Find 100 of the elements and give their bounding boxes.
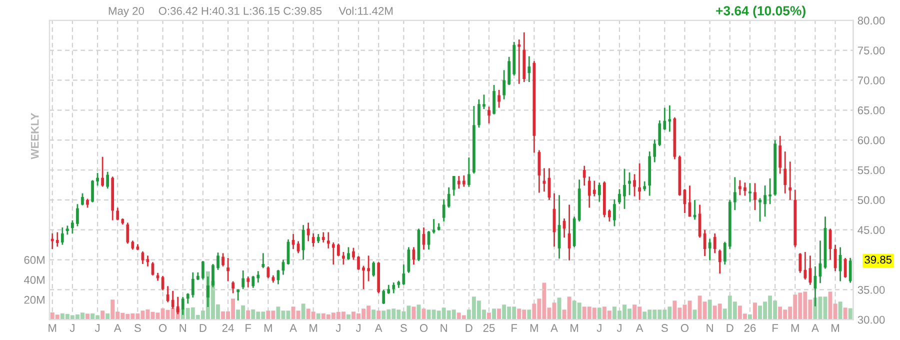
candlestick xyxy=(638,162,641,201)
candlestick xyxy=(191,272,194,298)
candlestick xyxy=(357,255,360,271)
candlestick xyxy=(201,260,204,280)
candlestick xyxy=(141,250,144,265)
candlestick xyxy=(628,172,631,196)
x-tick-label: M xyxy=(791,324,799,332)
candlestick xyxy=(633,173,636,198)
y-tick-label: 35.00 xyxy=(858,286,885,294)
candlestick xyxy=(216,252,220,271)
y-tick-label: 75.00 xyxy=(858,46,885,54)
x-tick-label: N xyxy=(706,324,713,332)
candlestick xyxy=(502,69,506,100)
text: WEEKLY xyxy=(31,112,39,160)
candlestick xyxy=(582,165,586,186)
candlestick xyxy=(482,94,486,110)
candlestick xyxy=(784,150,787,194)
candlestick xyxy=(367,254,370,282)
x-tick-label: D xyxy=(726,324,734,332)
candlestick xyxy=(758,197,762,222)
bar xyxy=(100,310,105,320)
candlestick xyxy=(336,242,340,257)
bar xyxy=(708,300,712,320)
x-tick-label: O xyxy=(420,324,428,332)
y-tick-label: 30.00 xyxy=(858,316,885,324)
bar xyxy=(376,310,381,320)
x-tick-label: N xyxy=(180,324,186,332)
bar xyxy=(86,314,90,320)
candlestick xyxy=(236,288,240,302)
y-tick-label: 60.00 xyxy=(858,136,885,144)
candlestick xyxy=(528,56,531,83)
candlestick xyxy=(653,138,656,163)
candlestick xyxy=(608,208,611,222)
candlestick xyxy=(242,270,245,290)
annotation: 39.85 xyxy=(864,256,892,264)
x-tick-label: J xyxy=(596,324,602,332)
x-tick-label: M xyxy=(570,324,578,332)
x-tick-label: S xyxy=(661,324,668,332)
candlestick xyxy=(768,178,772,205)
text: Vol:11.42M xyxy=(338,6,393,15)
y-tick-label: 80.00 xyxy=(858,16,885,25)
candlestick xyxy=(246,276,250,288)
candlestick xyxy=(442,198,446,222)
x-tick-label: F xyxy=(512,324,518,332)
text: +3.64 (10.05%) xyxy=(716,6,806,18)
candlestick xyxy=(764,184,766,218)
x-tick-label: A xyxy=(290,324,297,332)
y-tick-label: 55.00 xyxy=(858,166,885,174)
bar xyxy=(843,308,848,320)
candlestick xyxy=(232,280,234,294)
candlestick xyxy=(588,176,591,208)
candlestick xyxy=(613,198,616,227)
bar xyxy=(487,312,491,320)
candlestick xyxy=(306,222,310,242)
candlestick xyxy=(798,252,802,274)
x-tick-label: J xyxy=(70,324,74,332)
text: May 20 xyxy=(108,7,144,18)
x-tick-label: 24 xyxy=(222,324,234,332)
x-tick-label: A xyxy=(114,324,122,332)
x-tick-label: A xyxy=(550,324,558,332)
x-tick-label: J xyxy=(616,324,622,332)
candlestick xyxy=(668,104,672,132)
candlestick xyxy=(733,176,736,211)
x-tick-label: N xyxy=(440,324,447,332)
x-tick-label: M xyxy=(530,324,538,332)
candlestick xyxy=(478,98,480,128)
candlestick xyxy=(332,242,335,266)
x-tick-label: M xyxy=(48,324,56,332)
x-tick-label: S xyxy=(134,324,141,332)
candlestick xyxy=(266,266,270,280)
candlestick xyxy=(723,241,726,266)
bar xyxy=(246,310,250,320)
candlestick xyxy=(718,248,722,274)
x-tick-label: J xyxy=(336,324,340,332)
x-tick-label: S xyxy=(400,324,407,332)
bar xyxy=(753,302,757,320)
candlestick xyxy=(56,232,59,248)
candlestick xyxy=(738,179,742,196)
candlestick xyxy=(252,275,255,289)
y2-tick-label: 60M xyxy=(24,256,44,264)
y-tick-label: 50.00 xyxy=(858,196,885,204)
y-tick-label: 45.00 xyxy=(858,226,885,234)
candlestick xyxy=(778,135,782,174)
candlestick xyxy=(292,233,295,250)
candlestick xyxy=(296,240,300,254)
candlestick xyxy=(754,182,756,211)
candlestick xyxy=(186,292,190,304)
x-tick-label: J xyxy=(356,324,360,332)
x-tick-label: D xyxy=(466,324,472,332)
x-tick-label: 26 xyxy=(744,324,756,332)
x-tick-label: O xyxy=(158,324,167,332)
candlestick xyxy=(382,288,386,305)
candlestick xyxy=(618,188,621,205)
candlestick xyxy=(488,106,490,124)
candlestick xyxy=(452,175,456,196)
candlestick xyxy=(744,182,746,196)
candlestick xyxy=(592,180,596,198)
x-tick-label: D xyxy=(200,324,206,332)
candlestick xyxy=(81,192,84,206)
candlestick xyxy=(788,160,792,201)
